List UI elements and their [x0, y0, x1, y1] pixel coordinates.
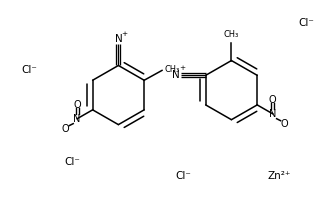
Text: O: O [281, 119, 288, 129]
Text: O: O [73, 100, 81, 110]
Text: N: N [74, 114, 81, 124]
Text: Cl⁻: Cl⁻ [175, 171, 191, 181]
Text: Cl⁻: Cl⁻ [299, 18, 315, 28]
Text: O: O [61, 124, 69, 134]
Text: N: N [172, 70, 180, 80]
Text: CH₃: CH₃ [224, 30, 239, 39]
Text: +: + [179, 65, 185, 72]
Text: N: N [269, 109, 276, 119]
Text: Cl⁻: Cl⁻ [65, 157, 81, 167]
Text: Zn²⁺: Zn²⁺ [267, 171, 291, 181]
Text: +: + [121, 31, 127, 37]
Text: O: O [269, 95, 277, 105]
Text: N: N [115, 34, 122, 44]
Text: CH₃: CH₃ [165, 65, 180, 74]
Text: Cl⁻: Cl⁻ [21, 65, 37, 75]
